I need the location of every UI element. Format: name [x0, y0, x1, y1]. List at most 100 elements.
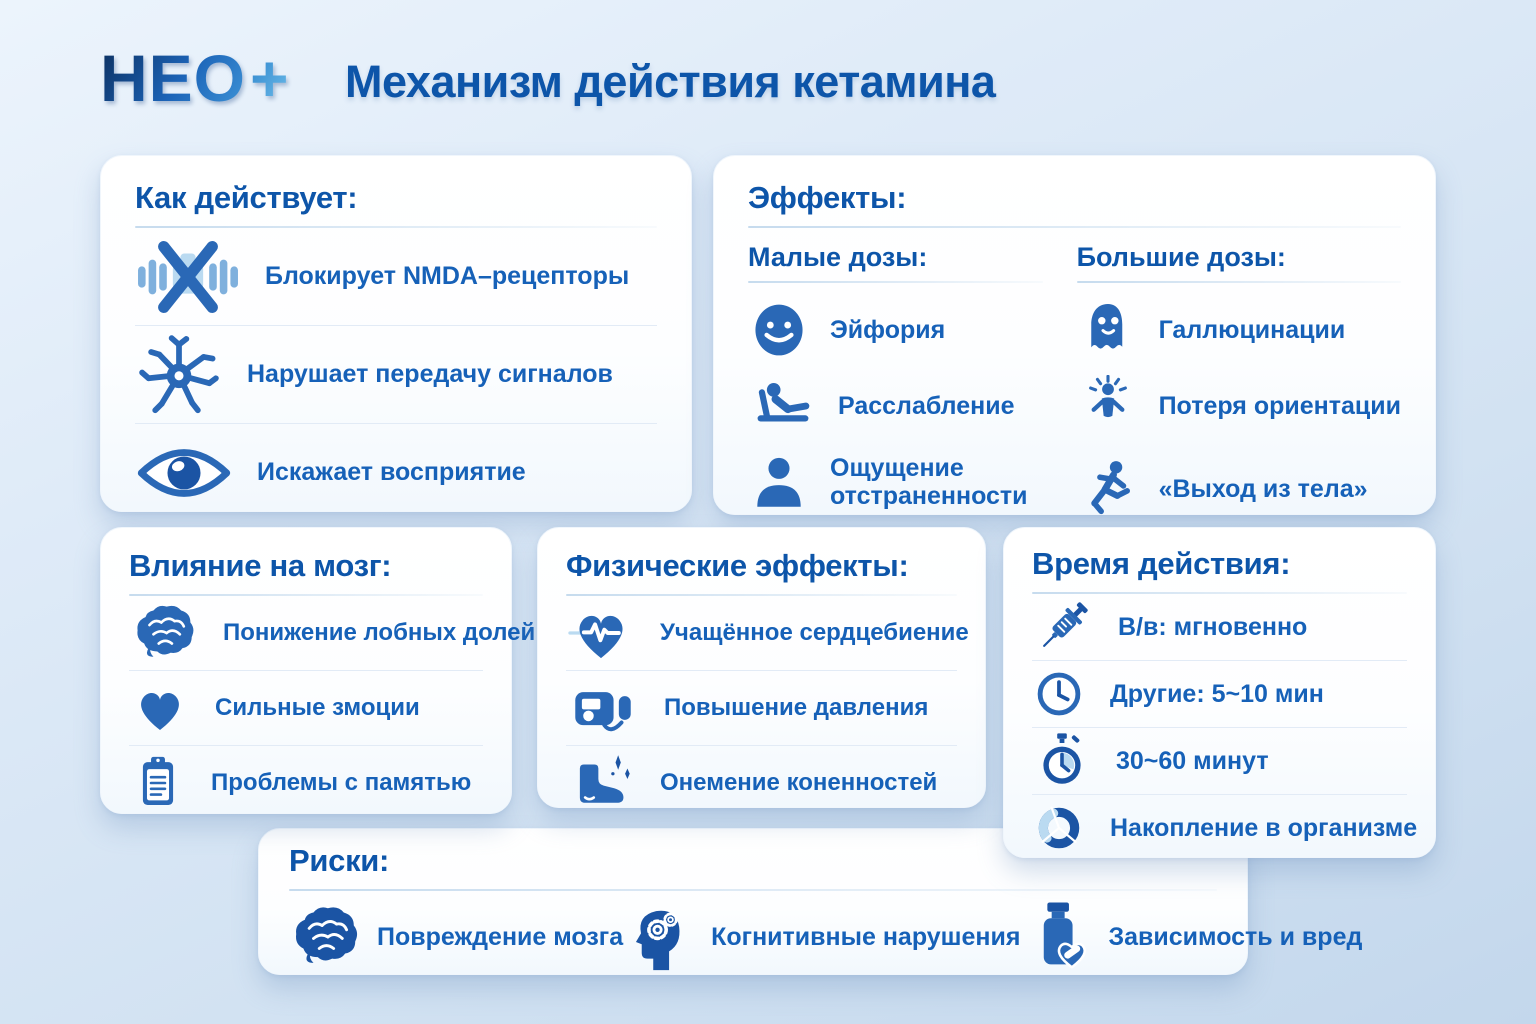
ghost-icon [1077, 299, 1139, 361]
item-label: Повышение давления [664, 694, 929, 721]
item-label: Галлюцинации [1158, 315, 1346, 344]
list-item: Повышение давления [566, 671, 957, 745]
numb-foot-icon [566, 750, 636, 816]
divider [1032, 660, 1407, 661]
item-label: Нарушает передачу сигналов [247, 360, 613, 388]
disoriented-person-icon [1077, 375, 1139, 437]
donut-chart-icon [1032, 801, 1086, 855]
page-title: Механизм действия кетамина [345, 56, 996, 107]
divider [1032, 727, 1407, 728]
card-title: Риски: [289, 843, 390, 878]
neuron-icon [135, 334, 223, 416]
list-item: Когнитивные нарушения [623, 901, 1020, 973]
divider [1076, 281, 1401, 283]
column-title: Большие дозы: [1076, 242, 1286, 272]
item-label: Искажает восприятие [257, 458, 526, 486]
eye-icon [135, 438, 233, 508]
list-item: Зависимость и вред [1020, 901, 1362, 973]
heart-icon [129, 679, 191, 737]
small-doses-column: Малые дозы: Эйфория [748, 242, 1043, 541]
column-title: Малые дозы: [748, 242, 928, 272]
card-duration: Время действия: [1003, 527, 1436, 858]
item-label: Понижение лобных долей [223, 619, 536, 646]
divider [129, 594, 483, 596]
divider [135, 423, 657, 424]
list-item: Блокирует NMDA–рецепторы [135, 228, 657, 325]
list-item: Другие: 5~10 мин [1032, 661, 1407, 727]
large-doses-column: Большие дозы: Галлюцинации [1076, 242, 1401, 541]
heartbeat-heart-icon [566, 600, 636, 666]
brand-logo-plus: + [250, 41, 290, 115]
card-title: Как действует: [135, 180, 358, 215]
card-title: Влияние на мозг: [129, 548, 392, 583]
list-item: Накопление в организме [1032, 795, 1417, 861]
divider [129, 670, 483, 671]
item-label: Потеря ориентации [1158, 391, 1401, 420]
list-item: Галлюцинации [1077, 299, 1401, 361]
item-label: Блокирует NMDA–рецепторы [265, 262, 630, 290]
card-physical-effects: Физические эффекты: Учащённое сердцебиен… [537, 527, 986, 808]
item-label: Проблемы с памятью [211, 769, 472, 796]
item-label: Расслабление [838, 391, 1015, 420]
item-label: Ощущение отстраненности [830, 454, 1028, 510]
person-icon [748, 451, 810, 513]
list-item: Нарушает передачу сигналов [135, 326, 657, 423]
divider [129, 745, 483, 746]
clipboard-icon [129, 752, 187, 814]
divider [566, 745, 957, 746]
item-label: 30~60 минут [1116, 746, 1269, 775]
card-effects: Эффекты: Малые дозы: Эйфория [713, 155, 1436, 515]
list-item: Расслабление [748, 375, 1043, 437]
divider [1032, 592, 1407, 594]
item-label: Онемение коненностей [660, 769, 938, 796]
divider [748, 226, 1401, 228]
clock-icon [1032, 667, 1086, 721]
list-item: 30~60 минут [1032, 728, 1407, 794]
divider [566, 594, 957, 596]
stopwatch-icon [1032, 731, 1092, 791]
nmda-receptor-blocked-icon [135, 237, 241, 317]
card-brain-impact: Влияние на мозг: Понижение лобных долей [100, 527, 535, 814]
list-item: Учащённое сердцебиение [566, 596, 969, 670]
list-item: Ощущение отстраненности [748, 451, 1043, 513]
item-label: В/в: мгновенно [1118, 612, 1308, 641]
floating-person-icon [1077, 451, 1139, 527]
list-item: «Выход из тела» [1077, 451, 1401, 527]
damaged-brain-icon [289, 901, 361, 973]
card-title: Время действия: [1032, 546, 1291, 581]
list-item: Повреждение мозга [289, 901, 623, 973]
list-item: В/в: мгновенно [1032, 594, 1407, 660]
divider [289, 889, 1217, 891]
brand-logo: НЕО + [100, 38, 290, 118]
smiley-face-icon [748, 299, 810, 361]
item-label: Когнитивные нарушения [711, 922, 1021, 951]
list-item: Сильные змоции [129, 671, 483, 745]
divider [566, 670, 957, 671]
card-risks: Риски: Повреждение мозга [258, 828, 1362, 975]
pill-bottle-icon [1020, 901, 1092, 973]
divider [1032, 794, 1407, 795]
item-label: Учащённое сердцебиение [660, 619, 969, 646]
item-label: Повреждение мозга [377, 922, 624, 951]
syringe-icon [1032, 596, 1094, 658]
list-item: Проблемы с памятью [129, 746, 483, 820]
divider [135, 226, 657, 228]
card-title: Физические эффекты: [566, 548, 909, 583]
blood-pressure-monitor-icon [566, 675, 640, 741]
divider [135, 325, 657, 326]
brain-icon [129, 600, 199, 666]
item-label: Сильные змоции [215, 694, 420, 721]
item-label: «Выход из тела» [1158, 474, 1368, 503]
item-label: Эйфория [830, 315, 946, 344]
head-gears-icon [623, 901, 695, 973]
list-item: Потеря ориентации [1077, 375, 1401, 437]
divider [748, 281, 1043, 283]
brand-logo-neo: НЕО [100, 41, 247, 115]
card-how-it-works: Как действует: Блокирует NMDA–рецепторы [100, 155, 692, 512]
list-item: Эйфория [748, 299, 1043, 361]
list-item: Онемение коненностей [566, 746, 957, 820]
card-title: Эффекты: [748, 180, 907, 215]
item-label: Накопление в организме [1110, 813, 1418, 842]
item-label: Другие: 5~10 мин [1110, 679, 1324, 708]
